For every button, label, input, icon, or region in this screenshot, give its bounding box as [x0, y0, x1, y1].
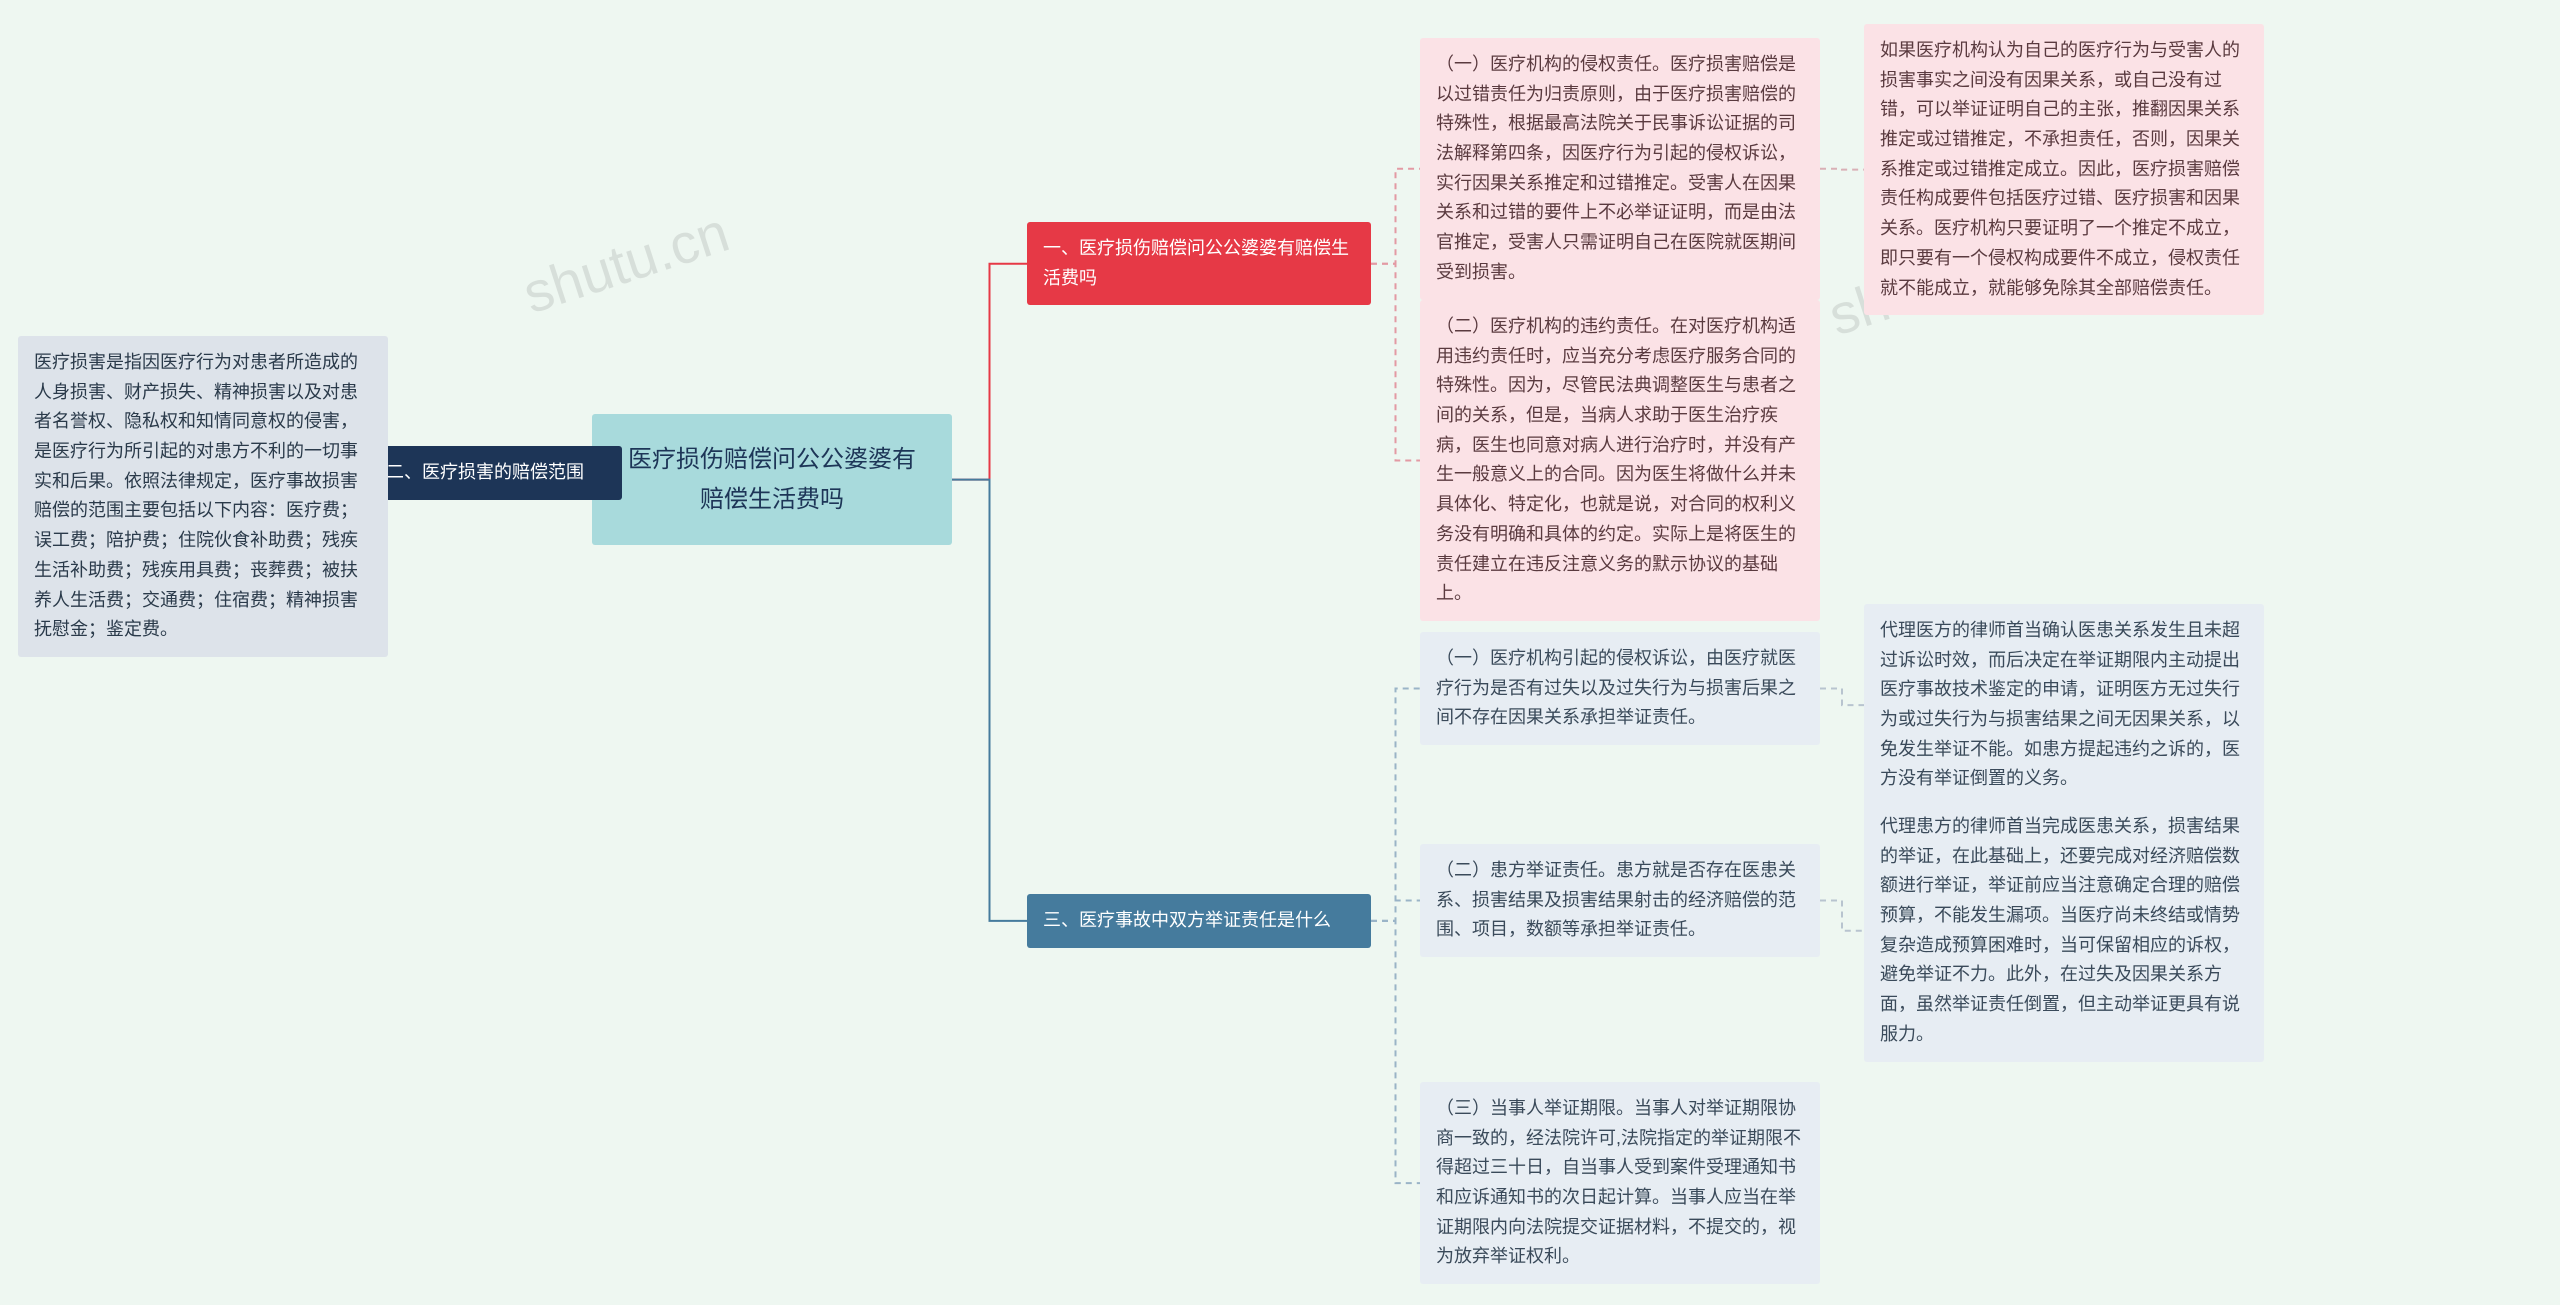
connector [1820, 169, 1864, 170]
branch-3[interactable]: 三、医疗事故中双方举证责任是什么 [1027, 894, 1371, 948]
connector [1371, 921, 1420, 1183]
branch-3-leaf-2[interactable]: （二）患方举证责任。患方就是否存在医患关系、损害结果及损害结果射击的经济赔偿的范… [1420, 844, 1820, 957]
connector [1371, 169, 1420, 264]
connector [1371, 901, 1420, 921]
branch-1-leaf-1a[interactable]: 如果医疗机构认为自己的医疗行为与受害人的损害事实之间没有因果关系，或自己没有过错… [1864, 24, 2264, 315]
branch-3-leaf-2a[interactable]: 代理患方的律师首当完成医患关系，损害结果的举证，在此基础上，还要完成对经济赔偿数… [1864, 800, 2264, 1062]
branch-3-leaf-1[interactable]: （一）医疗机构引起的侵权诉讼，由医疗就医疗行为是否有过失以及过失行为与损害后果之… [1420, 632, 1820, 745]
branch-1[interactable]: 一、医疗损伤赔偿问公公婆婆有赔偿生活费吗 [1027, 222, 1371, 305]
connector [952, 480, 1027, 921]
connector [1371, 264, 1420, 461]
connector [1820, 901, 1864, 931]
branch-3-leaf-1a[interactable]: 代理医方的律师首当确认医患关系发生且未超过诉讼时效，而后决定在举证期限内主动提出… [1864, 604, 2264, 806]
branch-2-leaf-1[interactable]: 医疗损害是指因医疗行为对患者所造成的人身损害、财产损失、精神损害以及对患者名誉权… [18, 336, 388, 657]
branch-1-leaf-1[interactable]: （一）医疗机构的侵权责任。医疗损害赔偿是以过错责任为归责原则，由于医疗损害赔偿的… [1420, 38, 1820, 300]
connector [1820, 689, 1864, 706]
connector [1371, 689, 1420, 921]
branch-1-leaf-2[interactable]: （二）医疗机构的违约责任。在对医疗机构适用违约责任时，应当充分考虑医疗服务合同的… [1420, 300, 1820, 621]
connector [952, 264, 1027, 480]
root-node[interactable]: 医疗损伤赔偿问公公婆婆有赔偿生活费吗 [592, 414, 952, 545]
branch-3-leaf-3[interactable]: （三）当事人举证期限。当事人对举证期限协商一致的，经法院许可,法院指定的举证期限… [1420, 1082, 1820, 1284]
branch-2[interactable]: 二、医疗损害的赔偿范围 [370, 446, 622, 500]
watermark-1: shutu.cn [515, 199, 736, 326]
